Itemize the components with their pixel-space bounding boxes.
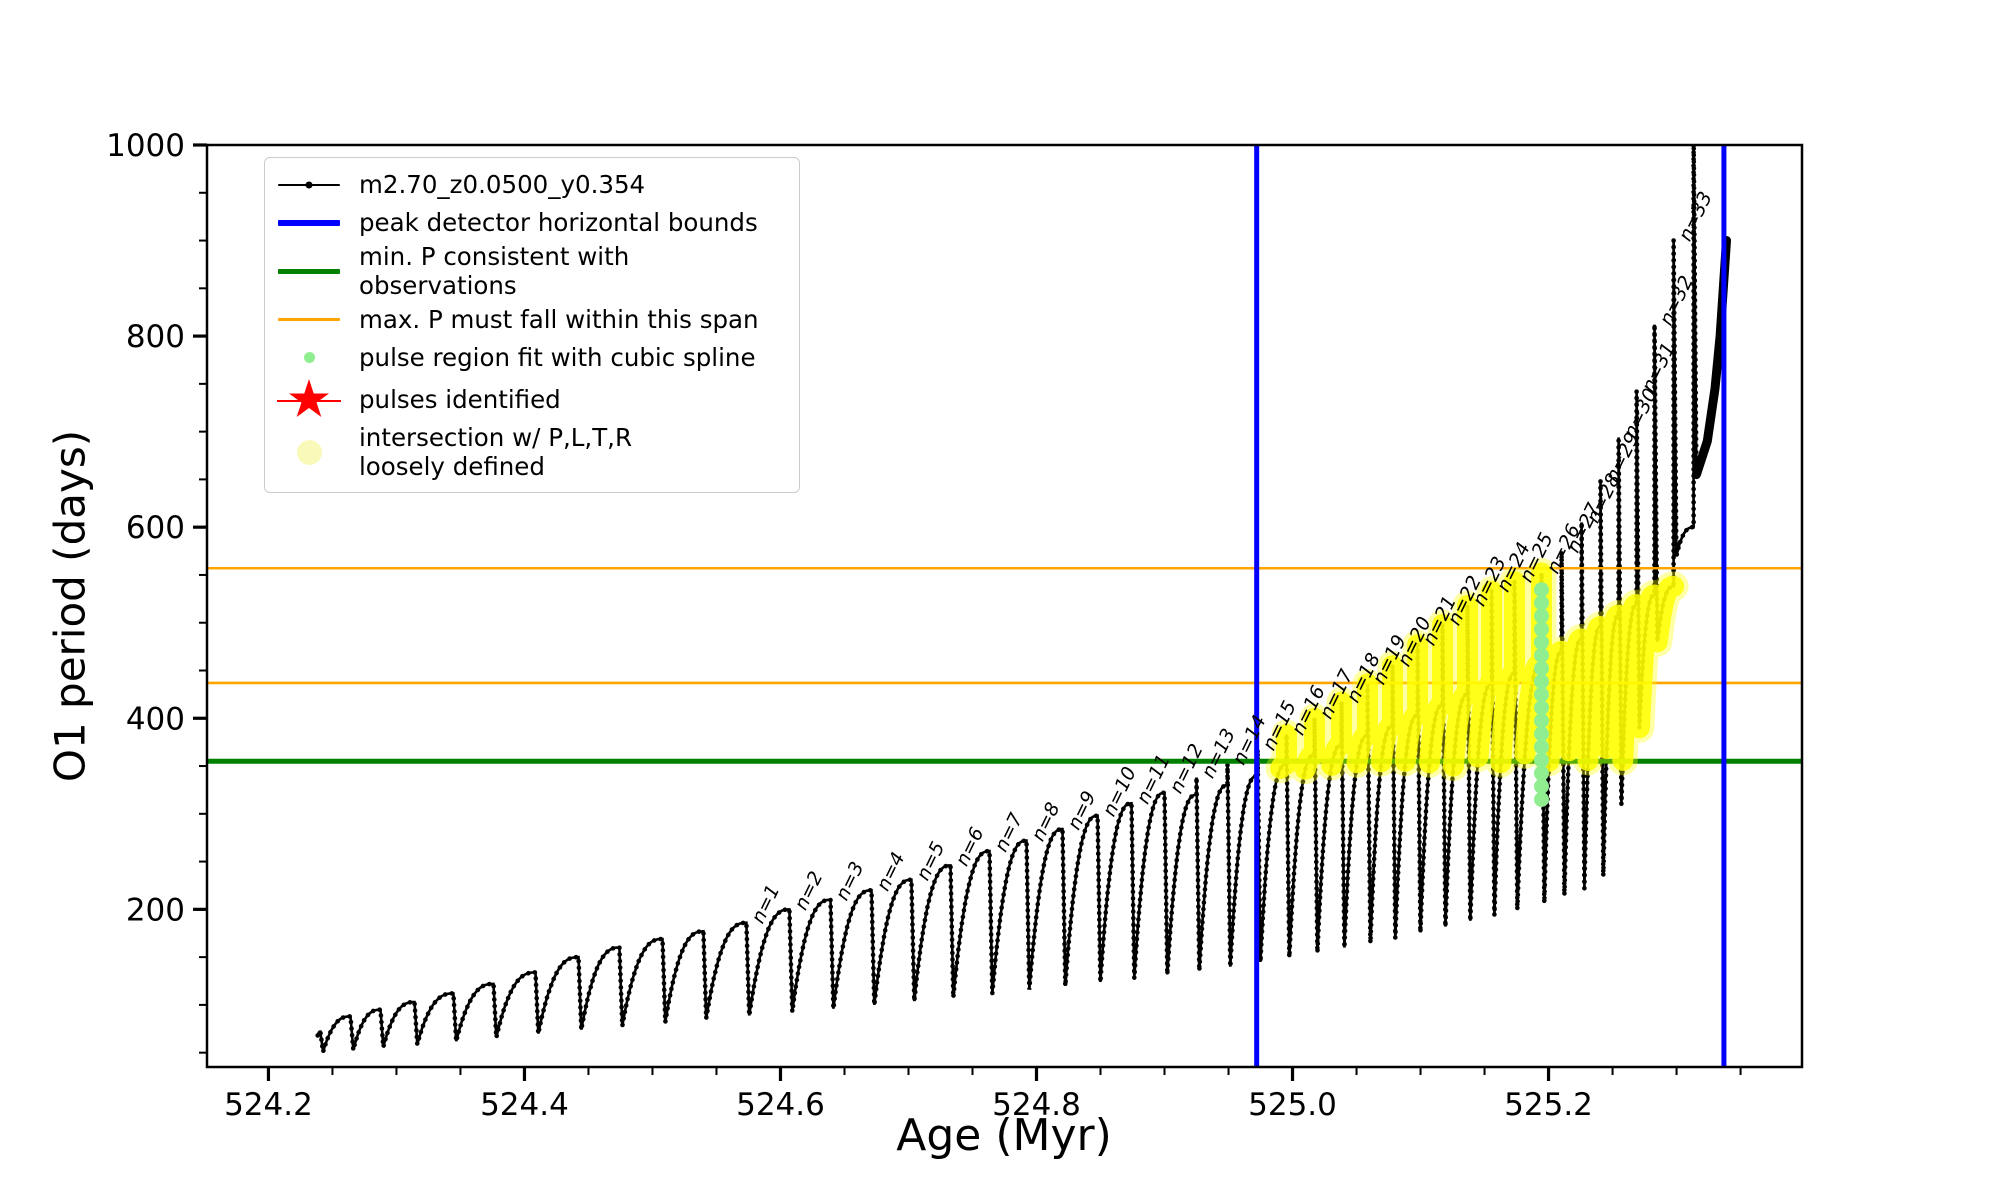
y-tick-label: 600: [126, 510, 185, 546]
lightgreen-dot-icon: [277, 352, 341, 364]
pulse-number-label: n=33: [1674, 188, 1717, 245]
pulse-number-label: n=5: [912, 838, 949, 884]
legend-item-intersection: intersection w/ P,L,T,R loosely defined: [277, 423, 783, 482]
legend-item-spline: pulse region fit with cubic spline: [277, 339, 783, 377]
x-tick-label: 524.6: [736, 1087, 825, 1123]
legend-label: min. P consistent with observations: [359, 242, 630, 301]
legend-item-series: m2.70_z0.0500_y0.354: [277, 166, 783, 204]
orange-line-icon: [277, 318, 341, 322]
pulse-number-label: n=1: [747, 881, 784, 927]
legend-label: pulses identified: [359, 385, 561, 415]
legend-item-bounds: peak detector horizontal bounds: [277, 204, 783, 242]
pale-yellow-dot-icon: [277, 439, 341, 465]
x-tick-label: 524.2: [224, 1087, 313, 1123]
x-tick-label: 524.8: [992, 1087, 1081, 1123]
legend-label: m2.70_z0.0500_y0.354: [359, 170, 646, 200]
green-line-icon: [277, 268, 341, 274]
pulse-number-label: n=4: [872, 849, 909, 895]
legend-label: max. P must fall within this span: [359, 305, 759, 335]
reference-lines: [207, 145, 1802, 1067]
pulse-number-label: n=8: [1027, 799, 1064, 845]
x-tick-label: 525.0: [1248, 1087, 1337, 1123]
legend-item-pulses: pulses identified: [277, 377, 783, 423]
y-tick-label: 1000: [106, 128, 185, 164]
x-tick-label: 525.2: [1504, 1087, 1593, 1123]
legend-label: peak detector horizontal bounds: [359, 208, 758, 238]
legend-label: pulse region fit with cubic spline: [359, 343, 756, 373]
y-axis-title: O1 period (days): [45, 429, 95, 783]
legend-item-max-p: max. P must fall within this span: [277, 301, 783, 339]
x-axis-title: Age (Myr): [896, 1110, 1112, 1161]
intersection-markers: [1265, 558, 1689, 785]
black-line-dot-marker-icon: [277, 181, 341, 189]
blue-line-icon: [277, 220, 341, 226]
y-tick-label: 200: [126, 892, 185, 928]
axes: 524.2 524.4 524.6 524.8 525.0 525.2 200 400 600 8…: [106, 128, 1804, 1123]
pulse-number-label: n=6: [951, 824, 988, 870]
pulse-number-label: n=9: [1063, 788, 1100, 834]
pulse-number-label: n=3: [831, 858, 868, 904]
x-tick-label: 524.4: [480, 1087, 569, 1123]
pulse-number-labels: n=1 n=2 n=3 n=4 n=5 n=6 n=7 n=8n=9n=10n=11n=12n…: [747, 188, 1717, 927]
legend-item-min-p: min. P consistent with observations: [277, 242, 783, 301]
y-tick-label: 800: [126, 319, 185, 355]
legend: m2.70_z0.0500_y0.354 peak detector horiz…: [264, 157, 800, 493]
red-star-icon: [277, 377, 341, 423]
y-tick-label: 400: [126, 701, 185, 737]
pulse-number-label: n=32: [1655, 272, 1698, 329]
pulse-number-label: n=2: [790, 868, 827, 914]
pulse-number-label: n=7: [990, 810, 1027, 856]
legend-label: intersection w/ P,L,T,R loosely defined: [359, 422, 632, 482]
